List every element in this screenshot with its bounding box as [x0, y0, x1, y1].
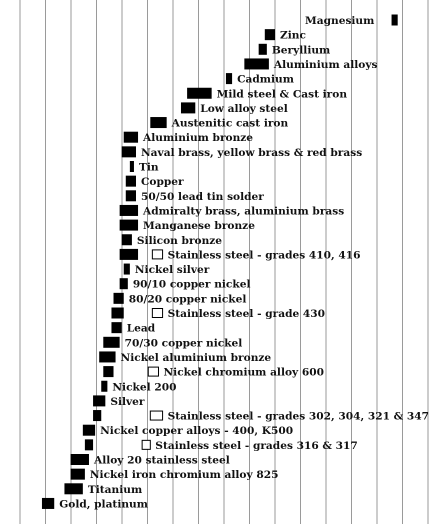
material-labels: Magnesium Zinc Beryllium Aluminium alloys Ca… [59, 15, 429, 510]
active-range-bar [111, 322, 122, 334]
material-label: Alloy 20 stainless steel [93, 455, 230, 467]
material-label: Admiralty brass, aluminium brass [142, 205, 344, 217]
material-label: Manganese bronze [143, 220, 255, 232]
active-range-bar [99, 351, 116, 363]
material-label: Silver [110, 396, 145, 408]
material-label: Nickel iron chromium alloy 825 [90, 469, 279, 481]
material-label: Stainless steel - grades 316 & 317 [155, 440, 357, 452]
active-range-bar [41, 497, 55, 509]
passive-range-bar [149, 410, 164, 421]
material-label: 70/30 copper nickel [125, 337, 243, 349]
material-label: Silicon bronze [137, 235, 222, 247]
active-range-bar [225, 73, 233, 85]
active-range-bar [70, 468, 85, 480]
active-range-bar [121, 146, 136, 158]
active-range-bar [93, 410, 102, 422]
active-range-bar [82, 424, 96, 436]
active-range-bar [121, 234, 132, 246]
material-label: Lead [127, 323, 156, 335]
material-label: Stainless steel - grade 430 [168, 308, 325, 320]
material-label: 50/50 lead tin solder [141, 191, 264, 203]
passive-range-bar [147, 366, 159, 377]
gridlines [19, 0, 429, 524]
active-range-bar [125, 190, 136, 202]
bars [41, 14, 398, 509]
active-range-bar [391, 14, 398, 26]
material-label: Mild steel & Cast iron [217, 88, 348, 100]
material-label: Stainless steel - grades 410, 416 [168, 249, 361, 261]
material-label: Titanium [88, 484, 142, 496]
active-range-bar [119, 278, 128, 290]
active-range-bar [258, 43, 267, 55]
material-label: Austenitic cast iron [171, 118, 289, 130]
material-label: Copper [141, 176, 184, 188]
material-label: Nickel chromium alloy 600 [163, 367, 324, 379]
active-range-bar [64, 483, 83, 495]
passive-range-bar [141, 439, 151, 450]
active-range-bar [103, 336, 120, 348]
material-label: Nickel 200 [112, 381, 176, 393]
material-label: Stainless steel - grades 302, 304, 321 &… [168, 411, 429, 423]
active-range-bar [125, 175, 136, 187]
active-range-bar [150, 117, 167, 129]
material-label: 80/20 copper nickel [129, 293, 247, 305]
active-range-bar [84, 439, 94, 451]
active-range-bar [113, 292, 124, 304]
material-label: 90/10 copper nickel [133, 279, 251, 291]
active-range-bar [70, 454, 89, 465]
active-range-bar [103, 366, 114, 378]
material-label: Naval brass, yellow brass & red brass [141, 147, 362, 159]
material-label: Cadmium [237, 74, 294, 86]
material-label: Magnesium [305, 15, 374, 27]
active-range-bar [129, 161, 134, 172]
material-label: Tin [139, 162, 159, 174]
active-range-bar [111, 307, 124, 319]
material-label: Nickel copper alloys - 400, K500 [100, 425, 293, 437]
active-range-bar [119, 219, 139, 231]
active-range-bar [119, 248, 139, 260]
passive-range-bar [151, 308, 164, 318]
material-label: Nickel silver [135, 264, 210, 276]
active-range-bar [119, 204, 139, 216]
material-label: Beryllium [272, 44, 330, 56]
material-label: Aluminium alloys [273, 59, 378, 71]
material-label: Low alloy steel [200, 103, 288, 115]
active-range-bar [123, 131, 139, 143]
material-label: Nickel aluminium bronze [121, 352, 272, 364]
active-range-bar [101, 380, 108, 392]
active-range-bar [93, 395, 106, 407]
active-range-bar [264, 29, 276, 41]
active-range-bar [180, 102, 196, 114]
active-range-bar [244, 58, 269, 70]
material-label: Gold, platinum [59, 498, 148, 510]
material-label: Aluminium bronze [142, 132, 253, 144]
passive-range-bar [151, 249, 164, 260]
material-label: Zinc [280, 30, 306, 42]
active-range-bar [187, 87, 212, 99]
active-range-bar [123, 263, 130, 275]
